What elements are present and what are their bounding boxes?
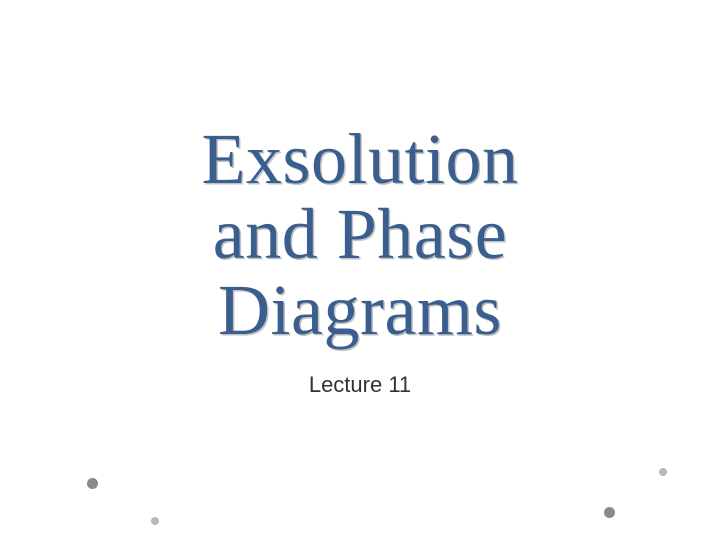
title-line-3: Diagrams — [218, 270, 502, 350]
decorative-dot — [604, 507, 615, 518]
decorative-dot — [659, 468, 667, 476]
slide-container: Exsolution and Phase Diagrams Lecture 11 — [0, 0, 720, 540]
decorative-dot — [151, 517, 159, 525]
title-line-2: and Phase — [213, 194, 507, 274]
slide-title: Exsolution and Phase Diagrams — [201, 122, 518, 349]
title-line-1: Exsolution — [201, 119, 518, 199]
decorative-dot — [87, 478, 98, 489]
slide-subtitle: Lecture 11 — [309, 372, 411, 398]
